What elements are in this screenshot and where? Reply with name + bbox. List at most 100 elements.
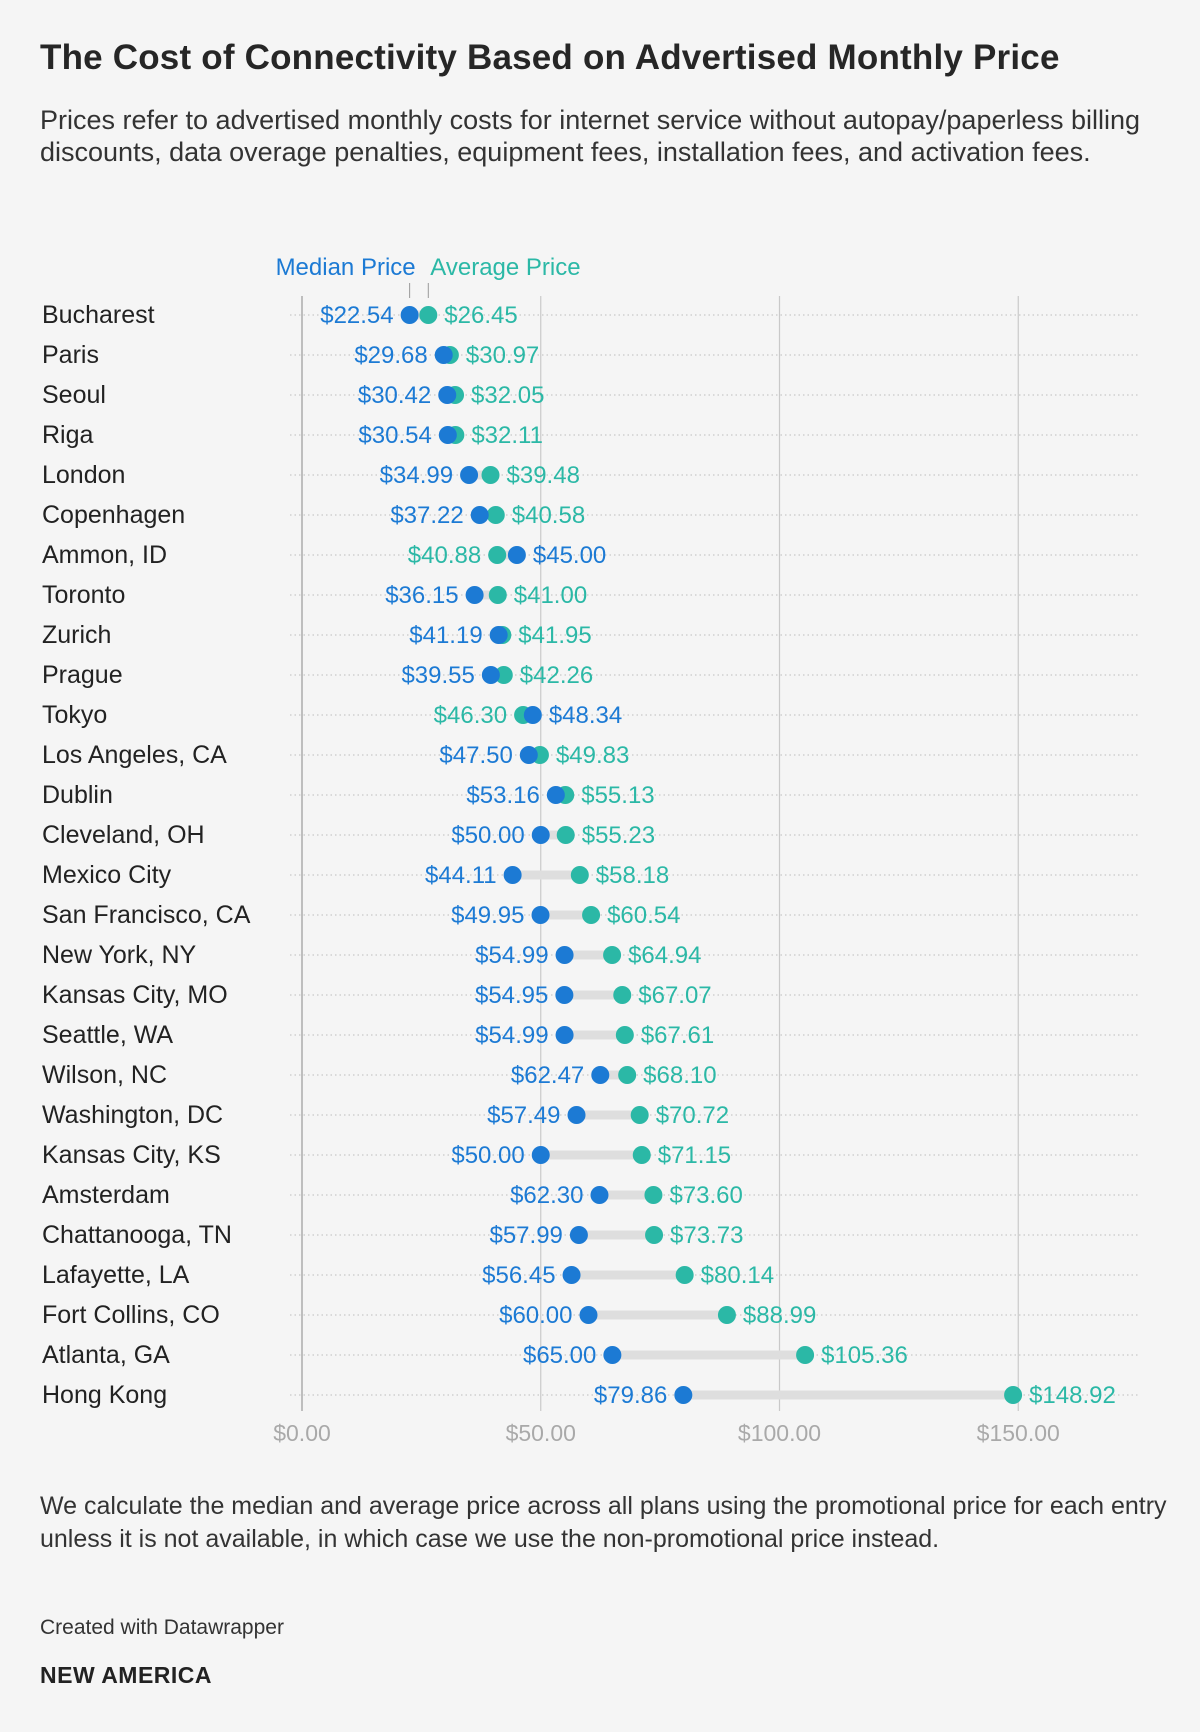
city-label: Mexico City	[42, 861, 172, 889]
median-dot	[562, 1266, 581, 1284]
average-value-label: $32.11	[471, 422, 543, 449]
average-value-label: $49.83	[556, 742, 629, 769]
median-value-label: $30.54	[358, 422, 431, 449]
city-label: Lafayette, LA	[42, 1261, 190, 1289]
median-value-label: $49.95	[451, 902, 524, 929]
average-value-label: $55.23	[582, 822, 655, 849]
average-value-label: $32.05	[471, 382, 544, 409]
median-value-label: $79.86	[594, 1382, 667, 1409]
median-value-label: $45.00	[533, 542, 606, 569]
average-dot	[645, 1226, 664, 1244]
city-label: Copenhagen	[42, 501, 185, 529]
average-value-label: $105.36	[821, 1342, 908, 1369]
city-label: Chattanooga, TN	[42, 1221, 232, 1249]
city-label: London	[42, 461, 125, 489]
median-dot	[470, 506, 489, 524]
median-dot	[546, 786, 565, 804]
median-dot	[489, 626, 508, 644]
average-dot	[1004, 1386, 1023, 1404]
datawrapper-credit: Created with Datawrapper	[40, 1616, 284, 1639]
median-dot	[579, 1306, 598, 1324]
median-value-label: $37.22	[390, 502, 463, 529]
median-dot	[555, 986, 574, 1004]
median-dot	[438, 426, 457, 444]
average-value-label: $30.97	[466, 342, 539, 369]
median-value-label: $39.55	[401, 662, 474, 689]
median-value-label: $48.34	[549, 702, 622, 729]
city-label: Kansas City, MO	[42, 981, 228, 1009]
average-value-label: $40.58	[512, 502, 585, 529]
city-label: Los Angeles, CA	[42, 741, 227, 769]
median-dot	[569, 1226, 588, 1244]
median-value-label: $54.99	[475, 1022, 548, 1049]
average-value-label: $39.48	[507, 462, 580, 489]
average-dot	[675, 1266, 694, 1284]
average-dot	[717, 1306, 736, 1324]
median-value-label: $22.54	[320, 302, 393, 329]
average-value-label: $41.95	[518, 622, 591, 649]
median-value-label: $54.99	[475, 942, 548, 969]
median-value-label: $50.00	[451, 822, 524, 849]
city-label: Dublin	[42, 781, 113, 809]
median-value-label: $57.49	[487, 1102, 560, 1129]
median-dot	[555, 946, 574, 964]
city-label: Hong Kong	[42, 1381, 167, 1409]
median-dot	[603, 1346, 622, 1364]
median-value-label: $36.15	[385, 582, 458, 609]
median-dot	[519, 746, 538, 764]
average-value-label: $71.15	[658, 1142, 731, 1169]
average-value-label: $148.92	[1029, 1382, 1116, 1409]
city-label: Riga	[42, 421, 94, 449]
city-label: Fort Collins, CO	[42, 1301, 220, 1329]
median-dot	[460, 466, 479, 484]
average-dot	[632, 1146, 651, 1164]
city-label: Zurich	[42, 621, 111, 649]
city-label: Bucharest	[42, 301, 155, 329]
median-value-label: $60.00	[499, 1302, 572, 1329]
median-value-label: $30.42	[358, 382, 431, 409]
average-value-label: $55.13	[581, 782, 654, 809]
city-label: Ammon, ID	[42, 541, 167, 569]
average-value-label: $67.07	[638, 982, 711, 1009]
median-value-label: $65.00	[523, 1342, 596, 1369]
median-dot	[531, 1146, 550, 1164]
dot-range-chart: $0.00 $50.00 $100.00 $150.00 Median Price Ave…	[42, 254, 1138, 1446]
median-dot	[590, 1186, 609, 1204]
median-value-label: $34.99	[380, 462, 453, 489]
average-dot	[486, 506, 505, 524]
average-dot	[618, 1066, 637, 1084]
average-dot	[556, 826, 575, 844]
average-dot	[644, 1186, 663, 1204]
average-value-label: $26.45	[444, 302, 517, 329]
median-dot	[555, 1026, 574, 1044]
average-value-label: $67.61	[641, 1022, 714, 1049]
average-value-label: $42.26	[520, 662, 593, 689]
average-dot	[494, 666, 513, 684]
median-value-label: $62.30	[510, 1182, 583, 1209]
city-label: Amsterdam	[42, 1181, 170, 1209]
city-label: Seattle, WA	[42, 1021, 173, 1049]
legend-average: Average Price	[430, 254, 580, 281]
average-dot	[630, 1106, 649, 1124]
x-tick-label: $100.00	[738, 1420, 821, 1446]
city-label: Toronto	[42, 581, 125, 609]
median-value-label: $41.19	[409, 622, 482, 649]
median-dot	[591, 1066, 610, 1084]
city-label: Cleveland, OH	[42, 821, 205, 849]
legend-median: Median Price	[276, 254, 416, 281]
median-value-label: $62.47	[511, 1062, 584, 1089]
median-value-label: $54.95	[475, 982, 548, 1009]
average-value-label: $73.73	[670, 1222, 743, 1249]
median-dot	[567, 1106, 586, 1124]
x-tick-label: $0.00	[273, 1420, 331, 1446]
average-dot	[603, 946, 622, 964]
chart-subtitle: Prices refer to advertised monthly costs…	[40, 105, 1141, 167]
chart-title: The Cost of Connectivity Based on Advert…	[40, 38, 1060, 77]
methodology-note: We calculate the median and average pric…	[40, 1492, 1167, 1553]
average-dot	[570, 866, 589, 884]
average-dot	[488, 546, 507, 564]
average-value-label: $70.72	[656, 1102, 729, 1129]
median-dot	[531, 826, 550, 844]
x-tick-label: $150.00	[977, 1420, 1060, 1446]
median-dot	[400, 306, 419, 324]
